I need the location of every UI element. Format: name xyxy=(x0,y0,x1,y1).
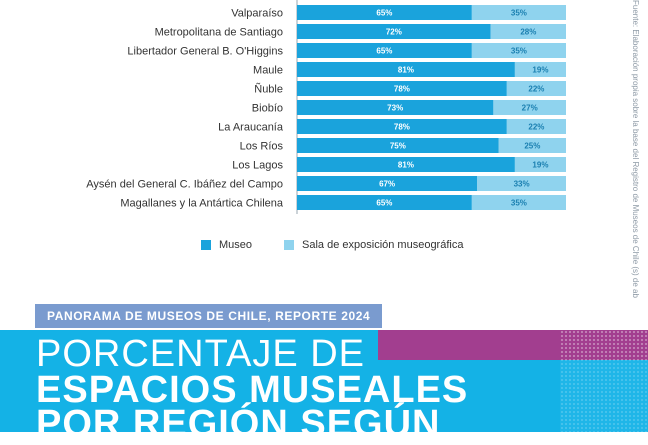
data-label-museo: 81% xyxy=(398,161,414,170)
bar-museo xyxy=(297,157,515,172)
bar-museo xyxy=(297,100,494,115)
data-label-sala: 35% xyxy=(511,9,527,18)
region-label: Magallanes y la Antártica Chilena xyxy=(120,198,284,210)
data-label-museo: 73% xyxy=(387,104,403,113)
legend-item-sala: Sala de exposición museográfica xyxy=(284,239,463,251)
magenta-accent-dotted xyxy=(560,330,648,360)
data-label-sala: 33% xyxy=(514,180,530,189)
bar-museo xyxy=(297,62,515,77)
legend-swatch-museo xyxy=(201,240,211,250)
data-label-museo: 75% xyxy=(390,142,406,151)
data-label-museo: 78% xyxy=(394,123,410,132)
bar-museo xyxy=(297,5,472,20)
bar-museo xyxy=(297,119,507,134)
report-tag: PANORAMA DE MUSEOS DE CHILE, REPORTE 202… xyxy=(35,304,383,328)
data-label-museo: 81% xyxy=(398,66,414,75)
bar-sala xyxy=(471,195,566,210)
legend-swatch-sala xyxy=(284,240,295,250)
data-label-sala: 35% xyxy=(511,199,527,208)
region-label: Maule xyxy=(253,65,283,77)
data-label-sala: 19% xyxy=(532,161,548,170)
data-label-sala: 22% xyxy=(528,123,544,132)
bar-sala xyxy=(490,24,566,39)
bar-museo xyxy=(297,24,491,39)
bar-sala xyxy=(514,62,566,77)
legend-label-sala: Sala de exposición museográfica xyxy=(302,239,464,251)
data-label-museo: 67% xyxy=(379,180,395,189)
data-label-museo: 78% xyxy=(394,85,410,94)
data-label-sala: 25% xyxy=(524,142,540,151)
region-label: Valparaíso xyxy=(231,8,283,20)
bar-sala xyxy=(498,138,566,153)
bar-sala xyxy=(477,176,566,191)
magenta-accent-block xyxy=(378,330,560,360)
data-label-museo: 65% xyxy=(376,199,392,208)
bar-sala xyxy=(493,100,566,115)
data-label-sala: 35% xyxy=(511,47,527,56)
bar-sala xyxy=(514,157,566,172)
data-label-sala: 28% xyxy=(520,28,536,37)
bar-sala xyxy=(471,5,566,20)
region-label: Libertador General B. O'Higgins xyxy=(127,46,283,58)
region-label: Ñuble xyxy=(254,83,283,96)
bar-sala xyxy=(506,119,566,134)
chart-legend: Museo Sala de exposición museográfica xyxy=(201,239,495,251)
bar-museo xyxy=(297,195,472,210)
bar-museo xyxy=(297,81,507,96)
data-label-sala: 22% xyxy=(528,85,544,94)
page-title-line1: PORCENTAJE DE xyxy=(36,333,366,375)
region-label: Los Ríos xyxy=(240,141,284,153)
legend-label-museo: Museo xyxy=(219,239,253,251)
data-label-sala: 19% xyxy=(532,66,548,75)
source-note: Fuente: Elaboración propia sobre la base… xyxy=(631,0,640,298)
bar-sala xyxy=(506,81,566,96)
data-label-museo: 65% xyxy=(376,9,392,18)
bar-museo xyxy=(297,138,499,153)
bar-museo xyxy=(297,43,472,58)
region-label: Aysén del General C. Ibáñez del Campo xyxy=(86,179,283,191)
page-title-line3: POR REGIÓN SEGÚN xyxy=(36,403,441,445)
page-title-line2: ESPACIOS MUSEALES xyxy=(36,369,469,411)
region-label: Biobío xyxy=(252,103,283,115)
stacked-bar-chart: Valparaíso 65% 35% Metropolitana de Santiag… xyxy=(86,0,566,214)
legend-item-museo: Museo xyxy=(201,239,252,251)
region-label: Los Lagos xyxy=(232,160,283,172)
region-label: Metropolitana de Santiago xyxy=(155,27,283,39)
bar-museo xyxy=(297,176,478,191)
bar-sala xyxy=(471,43,566,58)
data-label-sala: 27% xyxy=(522,104,538,113)
region-label: La Araucanía xyxy=(218,122,284,134)
chart-bars: Valparaíso 65% 35% Metropolitana de Santiag… xyxy=(86,5,566,210)
data-label-museo: 72% xyxy=(386,28,402,37)
data-label-museo: 65% xyxy=(376,47,392,56)
